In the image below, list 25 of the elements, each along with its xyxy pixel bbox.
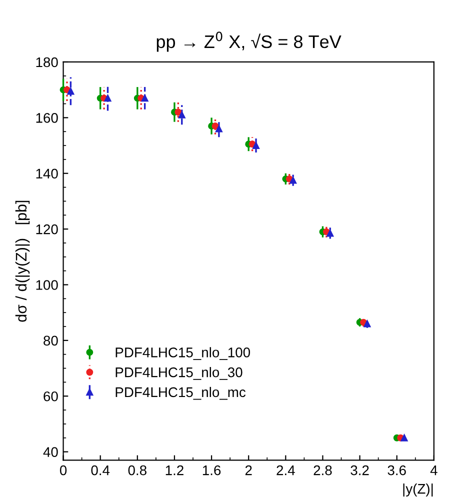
y-tick-label: 80 — [44, 336, 58, 346]
x-tick-label: 0.4 — [91, 465, 110, 476]
y-tick-label: 100 — [36, 280, 58, 290]
y-tick-label: 40 — [43, 447, 58, 457]
y-tick-label: 160 — [36, 113, 58, 123]
y-tick-label: 120 — [36, 224, 58, 234]
x-tick-label: 1.6 — [202, 465, 221, 476]
legend-label: PDF4LHC15_nlo_mc — [116, 386, 246, 400]
legend-label: PDF4LHC15_nlo_100 — [116, 347, 250, 360]
y-axis-title: dσ / d(|y(Z)|) [pb] — [15, 200, 30, 322]
legend-label: PDF4LHC15_nlo_30 — [116, 367, 242, 380]
x-tick-label: 4 — [430, 466, 438, 476]
x-tick-label: 1.2 — [166, 465, 184, 476]
x-tick-label: 0.8 — [128, 465, 146, 476]
x-tick-label: 3.6 — [388, 465, 406, 476]
x-tick-label: 2.8 — [314, 465, 332, 476]
x-tick-label: 3.2 — [350, 465, 369, 476]
x-tick-label: 2 — [245, 465, 252, 476]
y-tick-label: 180 — [36, 57, 58, 68]
y-tick-label: 140 — [36, 168, 58, 179]
chart-title: pp → Z$^{0}$ X, √S = 8 TeV — [156, 32, 342, 52]
x-tick-label: 2.4 — [276, 465, 295, 476]
x-tick-label: 0 — [60, 465, 67, 476]
y-tick-label: 60 — [44, 391, 58, 402]
x-axis-title: |y(Z)| — [403, 484, 433, 497]
